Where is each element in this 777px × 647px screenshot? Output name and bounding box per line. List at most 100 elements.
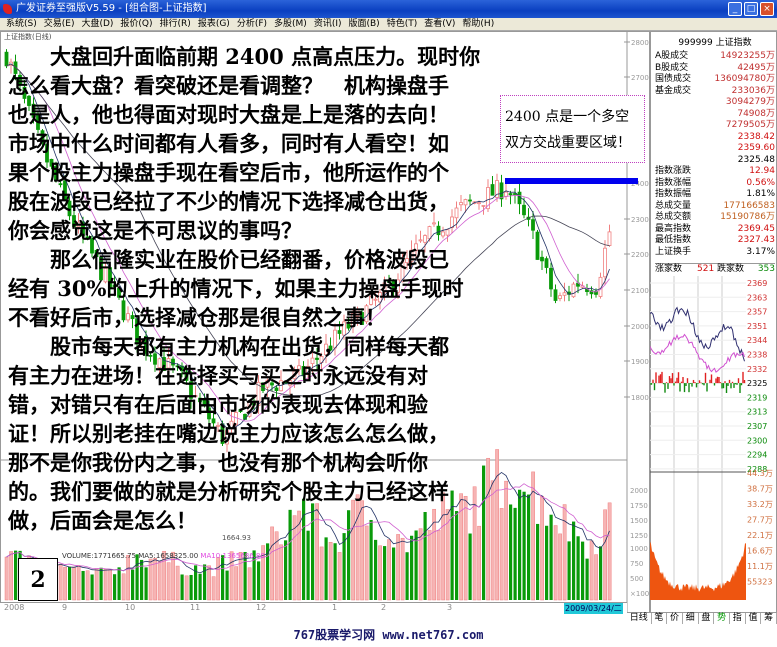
volume-bar [486, 457, 490, 601]
volume-bar [140, 559, 144, 600]
date-tick: 3 [447, 603, 453, 612]
intraday-chart: 2369 2363 2357 2351 2344 2338 2332 2325 2319 2313… [650, 276, 773, 600]
volume-bar [58, 563, 63, 601]
adv-dec-row: 涨家数 521 跌家数 353 [655, 263, 775, 276]
volume-bar [518, 489, 522, 600]
candle-body [283, 381, 288, 384]
intraday-price-label: 2300 [747, 436, 767, 445]
candle-body [558, 295, 562, 299]
intraday-volume-label: 44.3万 [747, 469, 773, 478]
tab-8[interactable]: 筹 [761, 613, 777, 624]
menu-item[interactable]: 系统(S) [6, 19, 37, 29]
quote-label: 指数涨幅 [655, 177, 692, 188]
menu-item[interactable]: 资讯(I) [313, 19, 342, 29]
quote-value: 2338.42 [737, 131, 775, 142]
menu-item[interactable]: 查看(V) [424, 19, 456, 29]
menu-item[interactable]: 排行(R) [159, 19, 191, 29]
date-tick: 11 [190, 603, 201, 612]
volume-bar [463, 496, 468, 601]
menu-item[interactable]: 分析(F) [236, 19, 268, 29]
quote-row: A股成交 14923255万 [655, 51, 775, 62]
volume-bar [234, 566, 238, 601]
volume-tick-label: 1500 [630, 517, 648, 525]
intraday-price-label: 2288 [747, 465, 767, 474]
maximize-button[interactable]: □ [744, 2, 758, 16]
volume-bar [347, 510, 351, 600]
quote-row: 74908万 [655, 109, 775, 120]
quote-row: B股成交 42495万 [655, 63, 775, 74]
menu-item[interactable]: 报价(Q) [120, 19, 153, 29]
volume-tick-label: 500 [630, 575, 643, 583]
date-tick: 1 [332, 603, 338, 612]
volume-bar [589, 540, 594, 601]
volume-bar [576, 536, 580, 600]
quote-label: 指数振幅 [655, 189, 692, 199]
tab-0[interactable]: 日线 [627, 613, 652, 624]
candle-body [373, 298, 378, 301]
candle-body [193, 395, 198, 397]
close-button[interactable]: × [760, 2, 774, 16]
candle-body [486, 187, 490, 210]
quote-panel: 999999 上证指数 A股成交 14923255万 B股成交 42495万 国债成交 1… [650, 31, 777, 613]
tab-7[interactable]: 值 [746, 613, 762, 624]
volume-bar [581, 541, 585, 600]
candle-body [108, 267, 112, 289]
volume-bar [427, 530, 432, 601]
tab-6[interactable]: 指 [730, 613, 746, 624]
volume-bar [378, 545, 382, 601]
volume-bar [85, 570, 90, 601]
quote-row: 最高指数 2369.45 [655, 224, 775, 235]
volume-bar [333, 543, 337, 600]
menu-item[interactable]: 交易(E) [43, 19, 75, 29]
volume-bar [572, 521, 576, 600]
tab-1[interactable]: 笔 [652, 613, 668, 624]
intraday-volume-label: 55323 [747, 578, 772, 587]
quote-label: B股成交 [655, 62, 689, 73]
candle-body [54, 165, 58, 181]
date-axis: 2008 9 10 11 12 1 2 3 2009/03/24/二 [0, 602, 627, 614]
candle-body [346, 323, 351, 329]
candle-body [297, 365, 301, 370]
volume-value: VOLUME:1771665.75 [62, 552, 136, 560]
volume-bar [175, 565, 180, 601]
kline-chart: 2800 2700 2400 2300 2200 2100 2000 1900 1800 2000… [0, 31, 650, 613]
quote-row: 指数涨幅 0.56% [655, 178, 775, 189]
candle-body [468, 199, 472, 202]
price-tick-label: 2200 [631, 251, 649, 259]
menu-item[interactable]: 多股(M) [274, 19, 307, 29]
volume-bar [594, 554, 598, 601]
volume-bar [279, 544, 283, 601]
volume-bar [144, 567, 148, 600]
tab-5[interactable]: 势 [714, 613, 730, 624]
volume-bar [351, 499, 355, 601]
candle-body [18, 74, 22, 85]
menu-item[interactable]: 版面(B) [348, 19, 380, 29]
candle-body [72, 215, 76, 227]
candle-body [31, 103, 36, 118]
intraday-price-line [650, 306, 745, 362]
candle-body [157, 358, 162, 368]
volume-bar [243, 551, 247, 600]
volume-bar [531, 471, 535, 601]
price-tick-label: 2000 [631, 323, 649, 331]
candle-body [481, 205, 486, 207]
candle-body [540, 256, 544, 262]
volume-bar [383, 546, 387, 600]
volume-ma5-line [6, 471, 610, 574]
candle-body [94, 249, 99, 257]
tab-3[interactable]: 细 [683, 613, 699, 624]
menu-item[interactable]: 报表(G) [197, 19, 230, 29]
menu-item[interactable]: 特色(T) [386, 19, 418, 29]
tab-4[interactable]: 盘 [699, 613, 715, 624]
minimize-button[interactable]: _ [728, 2, 742, 16]
volume-bar [311, 503, 315, 600]
menu-item[interactable]: 帮助(H) [462, 19, 495, 29]
volume-bar [549, 514, 553, 600]
volume-bar [423, 512, 427, 600]
menu-item[interactable]: 大盘(D) [81, 19, 114, 29]
quote-label: 上证换手 [655, 246, 692, 257]
volume-bar [315, 503, 319, 601]
candle-body [445, 229, 450, 236]
tab-2[interactable]: 价 [667, 613, 683, 624]
candle-body [414, 243, 418, 252]
